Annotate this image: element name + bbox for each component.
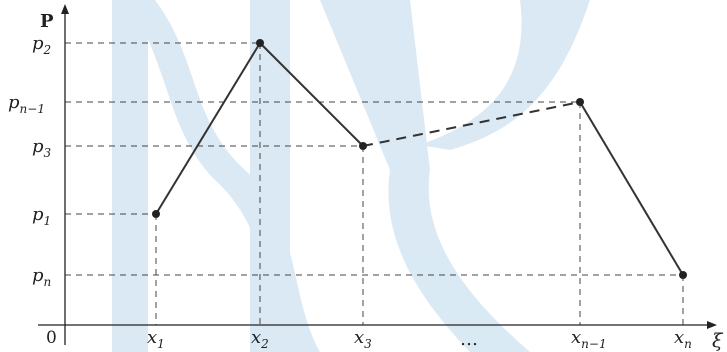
x-tick-x2-sub: 2 <box>260 337 269 351</box>
x-tick-xn1: xn−1 <box>571 327 607 351</box>
y-tick-p3: p3 <box>32 136 52 160</box>
point-2 <box>256 39 264 47</box>
x-axis-arrowhead <box>707 321 717 329</box>
x-axis-label: ξ <box>712 330 724 352</box>
background-watermark <box>112 0 590 352</box>
y-tick-p1-base: p <box>32 204 44 225</box>
point-n <box>679 271 687 279</box>
x-tick-xn1-base: x <box>571 327 581 348</box>
y-tick-pn1: pn−1 <box>8 92 45 116</box>
guide-lines <box>65 42 684 325</box>
segment-n1-n <box>579 101 684 276</box>
y-tick-p2: p2 <box>32 33 51 57</box>
x-tick-xn: xn <box>674 327 692 351</box>
y-tick-pn-sub: n <box>44 275 52 289</box>
x-tick-xn1-sub: n−1 <box>581 337 606 351</box>
y-tick-pn-base: p <box>32 265 44 286</box>
ellipsis-label: … <box>460 329 478 350</box>
piecewise-curve <box>155 42 684 276</box>
point-3 <box>359 142 367 150</box>
x-tick-x3: x3 <box>354 327 372 351</box>
x-tick-xn-sub: n <box>684 337 692 351</box>
y-tick-p2-base: p <box>32 33 44 54</box>
y-tick-p3-sub: 3 <box>44 146 52 160</box>
y-tick-p3-base: p <box>32 136 44 157</box>
origin-label: 0 <box>46 328 57 348</box>
x-tick-x2: x2 <box>251 327 269 351</box>
x-tick-x2-base: x <box>251 327 261 348</box>
axes <box>38 8 712 345</box>
y-axis-arrowhead <box>61 4 69 14</box>
x-tick-x1: x1 <box>147 327 165 351</box>
x-tick-x1-sub: 1 <box>157 337 165 351</box>
y-tick-pn1-sub: n−1 <box>20 102 45 116</box>
point-1 <box>152 210 160 218</box>
points <box>152 39 687 279</box>
segment-2-3 <box>259 42 364 147</box>
y-tick-p1-sub: 1 <box>44 214 52 228</box>
x-tick-x3-base: x <box>354 327 364 348</box>
x-tick-x3-sub: 3 <box>364 337 372 351</box>
y-tick-p1: p1 <box>32 204 51 228</box>
y-axis-label: P <box>40 11 54 32</box>
y-tick-p2-sub: 2 <box>43 43 52 57</box>
segment-3-n1 <box>362 101 581 147</box>
y-tick-pn: pn <box>32 265 51 289</box>
x-tick-x1-base: x <box>147 327 157 348</box>
segment-1-2 <box>155 42 261 215</box>
x-tick-xn-base: x <box>674 327 684 348</box>
point-n-minus-1 <box>576 98 584 106</box>
y-tick-pn1-base: p <box>8 92 20 113</box>
